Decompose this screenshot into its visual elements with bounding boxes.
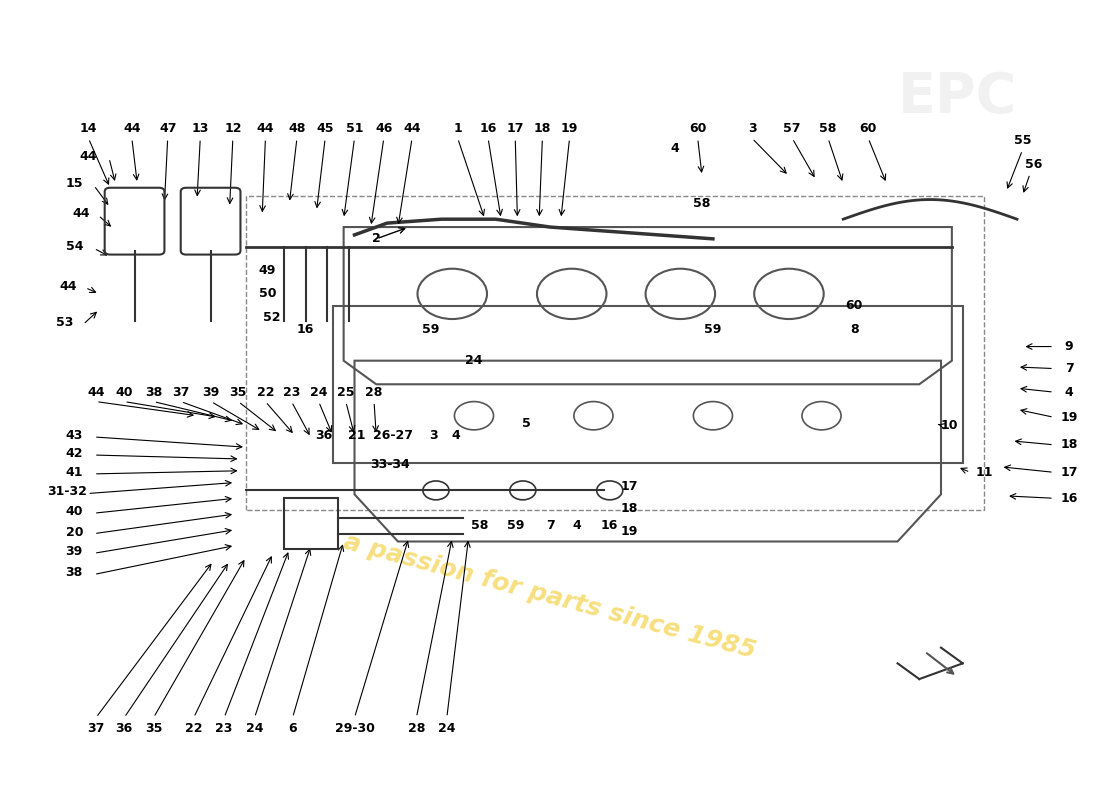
- Text: 56: 56: [1024, 158, 1042, 170]
- Text: 37: 37: [172, 386, 189, 398]
- Text: 16: 16: [297, 322, 315, 336]
- Text: 4: 4: [573, 519, 582, 532]
- Text: 53: 53: [56, 317, 74, 330]
- Text: 23: 23: [283, 386, 300, 398]
- Text: 48: 48: [288, 122, 306, 135]
- Text: 19: 19: [561, 122, 579, 135]
- Text: 4: 4: [671, 142, 680, 155]
- Text: 38: 38: [66, 566, 82, 579]
- Text: 1: 1: [453, 122, 462, 135]
- Text: 29-30: 29-30: [334, 722, 374, 735]
- Text: EPC: EPC: [898, 70, 1016, 124]
- Text: 18: 18: [534, 122, 551, 135]
- Text: a passion for parts since 1985: a passion for parts since 1985: [341, 530, 759, 663]
- Text: 57: 57: [783, 122, 801, 135]
- Text: 47: 47: [158, 122, 176, 135]
- Text: 4: 4: [451, 429, 460, 442]
- Text: 3: 3: [748, 122, 757, 135]
- Text: 33-34: 33-34: [371, 458, 410, 471]
- Text: 14: 14: [79, 122, 97, 135]
- Text: 46: 46: [375, 122, 393, 135]
- Text: 44: 44: [73, 207, 89, 220]
- Text: 60: 60: [846, 299, 862, 312]
- Text: 43: 43: [66, 429, 82, 442]
- Text: 44: 44: [123, 122, 141, 135]
- Text: 9: 9: [1065, 340, 1074, 353]
- Text: 18: 18: [620, 502, 638, 515]
- Text: 44: 44: [59, 279, 77, 293]
- Text: 17: 17: [1060, 466, 1078, 479]
- Text: 5: 5: [521, 417, 530, 430]
- Text: 18: 18: [1060, 438, 1078, 451]
- Text: 10: 10: [940, 418, 958, 432]
- Text: 16: 16: [601, 519, 618, 532]
- Text: 44: 44: [256, 122, 274, 135]
- Text: 60: 60: [689, 122, 706, 135]
- Text: 2: 2: [372, 232, 381, 246]
- Text: 17: 17: [620, 480, 638, 493]
- Text: 60: 60: [859, 122, 877, 135]
- Text: 3: 3: [429, 429, 438, 442]
- Text: 39: 39: [66, 546, 82, 558]
- Text: 35: 35: [230, 386, 248, 398]
- Text: 40: 40: [116, 386, 133, 398]
- Text: 28: 28: [408, 722, 425, 735]
- Text: 24: 24: [438, 722, 455, 735]
- Text: 36: 36: [316, 429, 332, 442]
- Text: 22: 22: [185, 722, 202, 735]
- Text: 4: 4: [1065, 386, 1074, 398]
- Text: 59: 59: [421, 322, 439, 336]
- Text: 52: 52: [263, 311, 280, 324]
- Text: 24: 24: [310, 386, 328, 398]
- Text: 7: 7: [546, 519, 554, 532]
- Text: 58: 58: [693, 197, 711, 210]
- Text: 35: 35: [145, 722, 163, 735]
- Text: 26-27: 26-27: [373, 429, 412, 442]
- Text: 58: 58: [471, 519, 488, 532]
- Text: 36: 36: [116, 722, 133, 735]
- Text: 21: 21: [348, 429, 365, 442]
- Text: 19: 19: [1060, 410, 1078, 424]
- Text: 55: 55: [1014, 134, 1031, 147]
- Text: 24: 24: [465, 354, 483, 367]
- Text: 45: 45: [317, 122, 334, 135]
- Text: 38: 38: [145, 386, 162, 398]
- Text: 39: 39: [202, 386, 220, 398]
- Text: 16: 16: [1060, 492, 1078, 505]
- Text: 49: 49: [258, 264, 276, 277]
- Text: 54: 54: [66, 240, 82, 254]
- Text: 19: 19: [620, 525, 638, 538]
- Text: 16: 16: [480, 122, 497, 135]
- Text: 37: 37: [87, 722, 104, 735]
- Text: 42: 42: [66, 447, 82, 460]
- Text: 44: 44: [404, 122, 421, 135]
- Text: 59: 59: [704, 322, 722, 336]
- Text: 13: 13: [191, 122, 209, 135]
- Text: 15: 15: [66, 178, 82, 190]
- Text: 20: 20: [66, 526, 82, 538]
- Text: 31-32: 31-32: [46, 486, 87, 498]
- Text: 59: 59: [507, 519, 524, 532]
- Text: 44: 44: [79, 150, 97, 163]
- Text: 51: 51: [345, 122, 363, 135]
- Text: 6: 6: [288, 722, 297, 735]
- Text: 28: 28: [365, 386, 383, 398]
- Text: 12: 12: [224, 122, 242, 135]
- Text: 23: 23: [216, 722, 233, 735]
- Text: 17: 17: [506, 122, 524, 135]
- Text: 41: 41: [66, 466, 82, 479]
- Text: 24: 24: [245, 722, 263, 735]
- Text: 11: 11: [976, 466, 993, 479]
- Text: 58: 58: [820, 122, 837, 135]
- Text: 44: 44: [87, 386, 104, 398]
- Text: 8: 8: [850, 322, 858, 336]
- Text: 50: 50: [258, 287, 276, 300]
- Text: 25: 25: [337, 386, 354, 398]
- Text: 22: 22: [256, 386, 274, 398]
- Text: 7: 7: [1065, 362, 1074, 375]
- Text: 40: 40: [66, 505, 82, 518]
